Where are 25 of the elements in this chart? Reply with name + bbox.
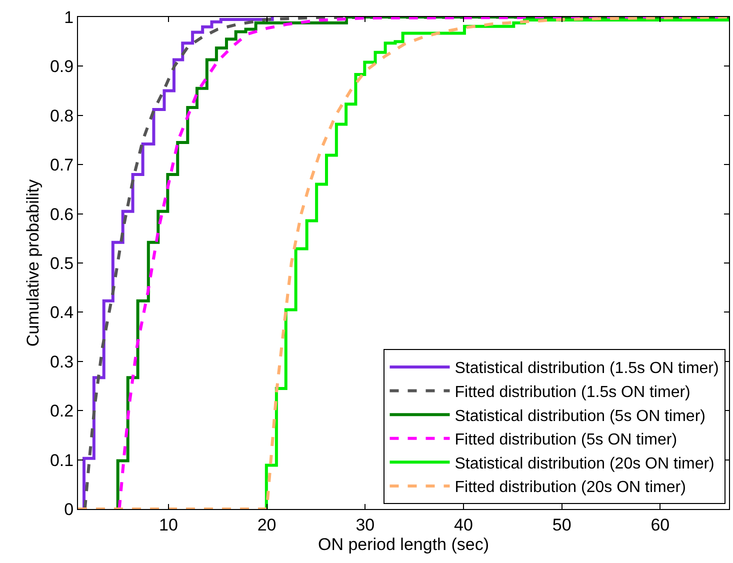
- legend-label: Statistical distribution (1.5s ON timer): [454, 360, 719, 378]
- legend-label: Statistical distribution (5s ON timer): [454, 408, 706, 425]
- x-axis-title: ON period length (sec): [318, 534, 490, 554]
- legend-label: Statistical distribution (20s ON timer): [454, 455, 714, 472]
- legend-label: Fitted distribution (20s ON timer): [454, 479, 686, 496]
- y-tick-label: 0.7: [50, 156, 74, 175]
- x-tick-label: 10: [159, 515, 178, 534]
- x-tick-label: 50: [552, 515, 572, 534]
- y-tick-label: 0.1: [50, 450, 74, 470]
- y-tick-label: 0.8: [50, 106, 74, 126]
- y-tick-label: 0.2: [50, 402, 74, 421]
- y-tick-label: 0.5: [50, 254, 74, 273]
- y-tick-label: 0.4: [50, 303, 74, 322]
- legend-label: Fitted distribution (1.5s ON timer): [454, 384, 690, 402]
- y-tick-label: 0.9: [50, 57, 74, 76]
- x-tick-label: 30: [356, 515, 375, 534]
- legend-label: Fitted distribution (5s ON timer): [454, 432, 678, 449]
- y-axis-title: Cumulative probability: [24, 178, 43, 347]
- y-tick-label: 0: [64, 500, 74, 519]
- x-tick-label: 20: [257, 515, 276, 534]
- y-tick-label: 0.6: [50, 204, 74, 224]
- y-tick-label: 1: [64, 8, 74, 27]
- y-tick-label: 0.3: [50, 352, 74, 372]
- x-tick-label: 60: [650, 515, 670, 534]
- x-tick-label: 40: [454, 515, 473, 534]
